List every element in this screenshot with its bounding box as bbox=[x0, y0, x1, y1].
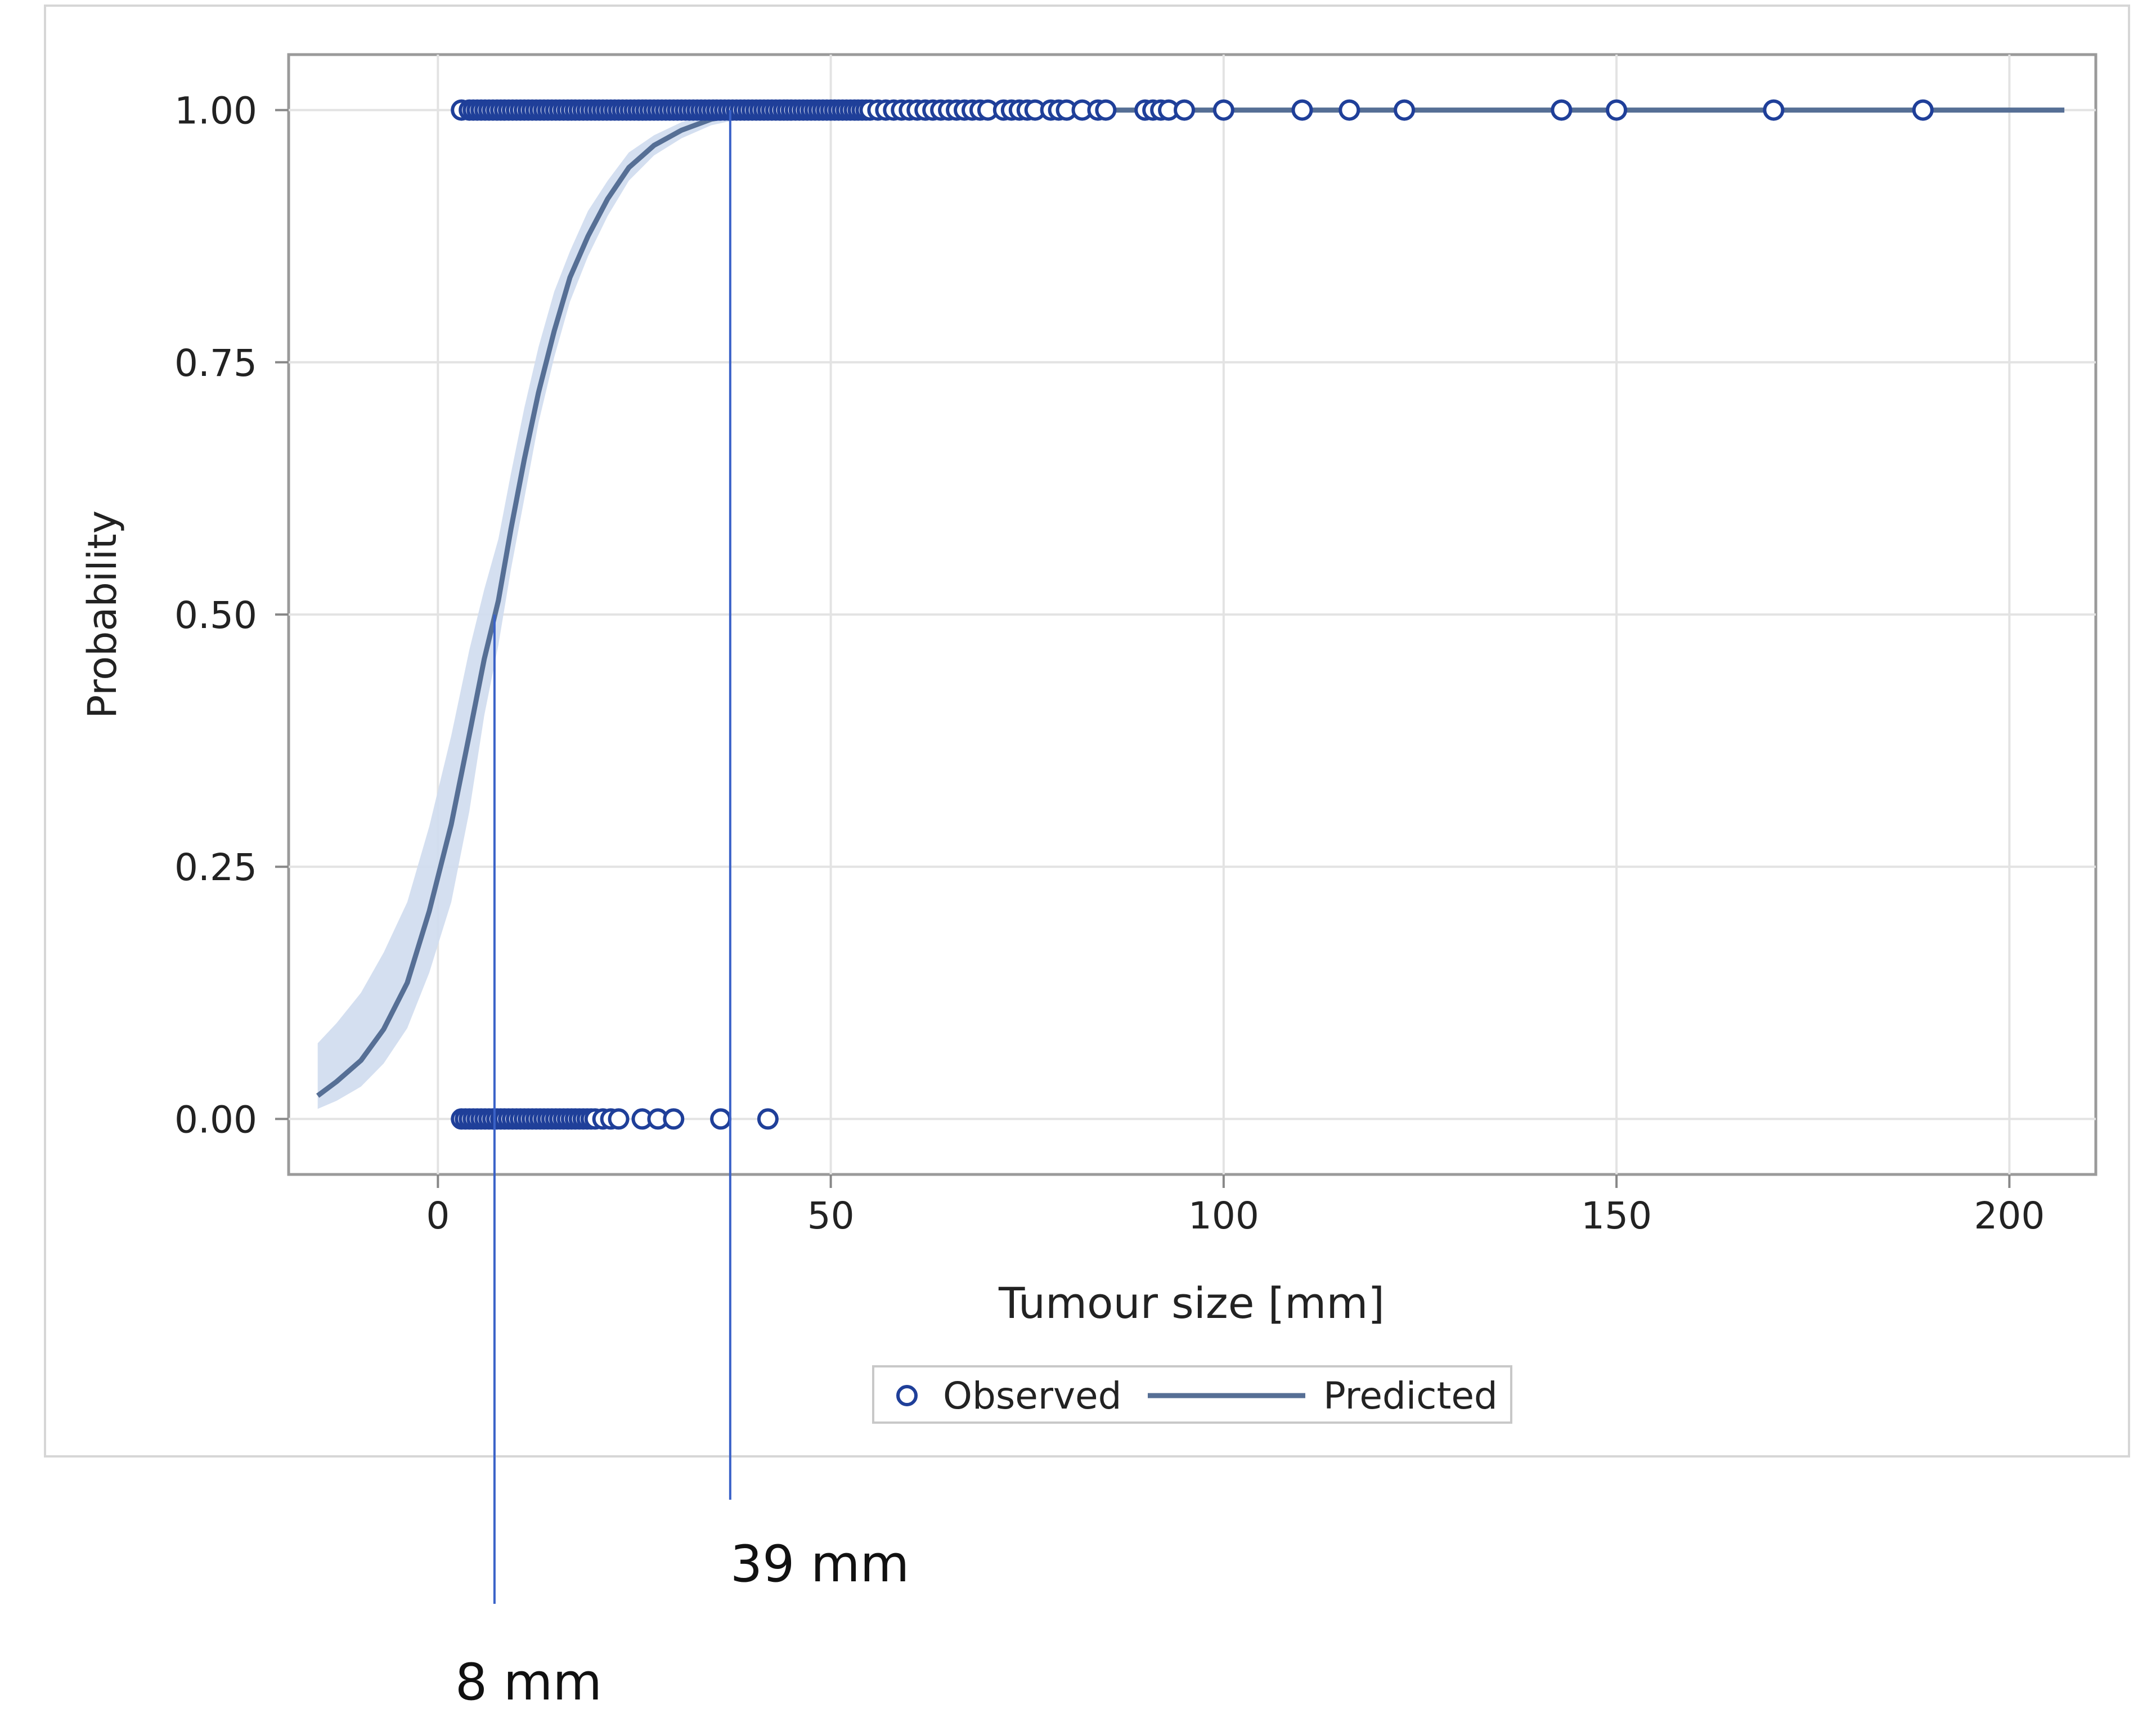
observed-point bbox=[1606, 99, 1628, 121]
reference-lines: 8 mm 39 mm bbox=[455, 110, 909, 1712]
y-tick-label: 0.50 bbox=[174, 594, 257, 637]
observed-point bbox=[1338, 99, 1360, 121]
x-tick-label: 50 bbox=[807, 1194, 855, 1237]
observed-point bbox=[1174, 99, 1196, 121]
x-axis-ticks: 0 50 100 150 200 bbox=[426, 1174, 2045, 1237]
legend: Observed Predicted bbox=[872, 1365, 1512, 1424]
legend-observed-marker bbox=[896, 1385, 918, 1406]
x-tick-label: 0 bbox=[426, 1194, 450, 1237]
observed-point bbox=[608, 1108, 630, 1130]
y-axis-ticks: 0.00 0.25 0.50 0.75 1.00 bbox=[174, 89, 289, 1141]
reference-line-label: 39 mm bbox=[730, 1535, 909, 1594]
y-axis-title: Probability bbox=[79, 510, 125, 719]
reference-line-label: 8 mm bbox=[455, 1653, 602, 1712]
y-tick-label: 0.75 bbox=[174, 342, 257, 385]
observed-point bbox=[1394, 99, 1416, 121]
legend-observed-label: Observed bbox=[943, 1374, 1122, 1418]
x-tick-label: 150 bbox=[1581, 1194, 1652, 1237]
observed-point bbox=[1763, 99, 1785, 121]
observed-point bbox=[1212, 99, 1234, 121]
observed-point bbox=[757, 1108, 779, 1130]
observed-point bbox=[1095, 99, 1117, 121]
x-tick-label: 100 bbox=[1188, 1194, 1259, 1237]
y-tick-label: 0.25 bbox=[174, 846, 257, 889]
y-tick-label: 0.00 bbox=[174, 1098, 257, 1141]
legend-predicted-label: Predicted bbox=[1323, 1374, 1498, 1418]
observed-point bbox=[663, 1108, 685, 1130]
x-axis-title: Tumour size [mm] bbox=[998, 1278, 1385, 1328]
observed-series bbox=[451, 99, 1934, 1130]
observed-point bbox=[1912, 99, 1934, 121]
observed-point bbox=[710, 1108, 732, 1130]
x-tick-label: 200 bbox=[1974, 1194, 2045, 1237]
observed-point bbox=[1291, 99, 1313, 121]
y-tick-label: 1.00 bbox=[174, 89, 257, 133]
observed-point bbox=[1551, 99, 1573, 121]
